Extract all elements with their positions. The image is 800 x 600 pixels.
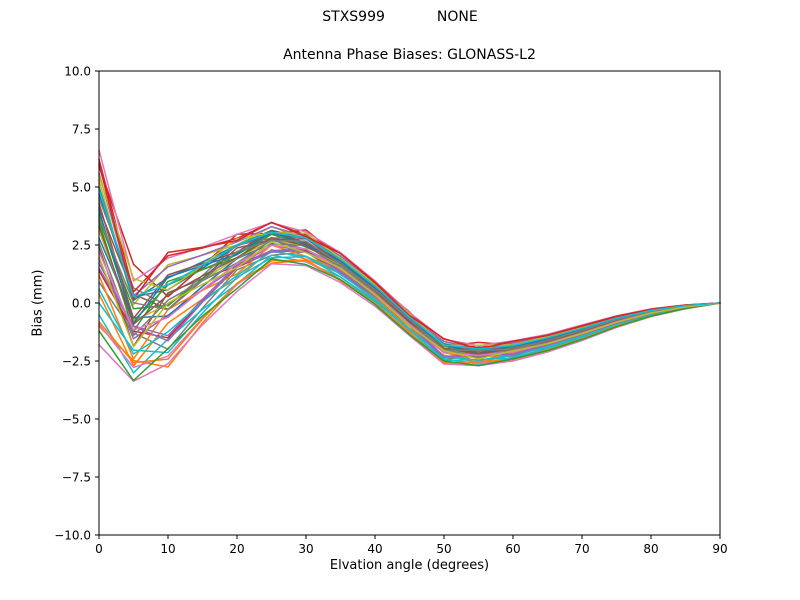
series-line-33 <box>98 163 721 351</box>
x-tick-label: 50 <box>436 542 451 556</box>
y-tick-label: 5.0 <box>72 181 91 195</box>
y-tick-label: 10.0 <box>64 65 91 79</box>
suptitle-right-text: NONE <box>436 9 478 25</box>
x-tick-label: 90 <box>712 542 727 556</box>
series-line-32 <box>98 258 721 382</box>
series-line-21 <box>98 244 721 362</box>
series-line-34 <box>98 248 721 359</box>
x-tick-label: 70 <box>574 542 589 556</box>
y-tick-label: −5.0 <box>62 413 91 427</box>
series-line-38 <box>98 241 721 360</box>
x-tick-label: 60 <box>505 542 520 556</box>
series-line-39 <box>98 188 721 350</box>
series-line-36 <box>98 244 721 357</box>
series-line-24 <box>98 248 721 358</box>
suptitle-left-text: STXS999 <box>322 9 385 25</box>
x-tick-label: 0 <box>95 542 103 556</box>
x-tick-label: 40 <box>367 542 382 556</box>
figure-suptitle: STXS999 NONE <box>0 9 800 25</box>
series-line-4 <box>98 244 721 359</box>
x-tick-label: 10 <box>160 542 175 556</box>
x-tick-label: 80 <box>643 542 658 556</box>
y-axis-label: Bias (mm) <box>30 269 46 337</box>
y-tick-label: −7.5 <box>62 471 91 485</box>
y-tick-label: −10.0 <box>54 529 91 543</box>
axes-title: Antenna Phase Biases: GLONASS-L2 <box>283 47 536 63</box>
series-line-37 <box>98 216 721 352</box>
x-tick-label: 20 <box>229 542 244 556</box>
y-tick-label: −2.5 <box>62 355 91 369</box>
y-tick-label: 0.0 <box>72 297 91 311</box>
y-tick-label: 7.5 <box>72 123 91 137</box>
y-tick-label: 2.5 <box>72 239 91 253</box>
x-axis-label: Elvation angle (degrees) <box>329 558 490 573</box>
axes-frame <box>98 70 721 536</box>
x-tick-label: 30 <box>298 542 313 556</box>
